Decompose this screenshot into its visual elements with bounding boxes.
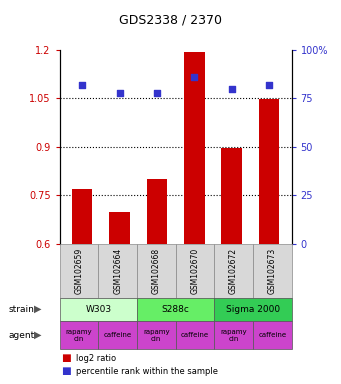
Bar — [72, 189, 92, 244]
Text: Sigma 2000: Sigma 2000 — [226, 305, 280, 314]
Point — [79, 82, 85, 88]
Text: GSM102659: GSM102659 — [74, 248, 84, 294]
Bar — [259, 99, 279, 244]
Bar — [184, 51, 205, 244]
Text: strain: strain — [9, 305, 34, 314]
Text: GSM102670: GSM102670 — [190, 248, 199, 294]
Text: GSM102673: GSM102673 — [268, 248, 277, 294]
Bar — [109, 212, 130, 244]
Point — [229, 86, 235, 92]
Text: caffeine: caffeine — [181, 332, 209, 338]
Text: log2 ratio: log2 ratio — [76, 354, 116, 363]
Point — [154, 89, 160, 96]
Text: GSM102664: GSM102664 — [113, 248, 122, 294]
Text: rapamy
cin: rapamy cin — [220, 329, 247, 341]
Text: GSM102672: GSM102672 — [229, 248, 238, 294]
Text: ■: ■ — [61, 353, 71, 363]
Bar — [221, 149, 242, 244]
Text: ▶: ▶ — [34, 304, 42, 314]
Text: GSM102668: GSM102668 — [152, 248, 161, 294]
Text: GDS2338 / 2370: GDS2338 / 2370 — [119, 13, 222, 26]
Text: caffeine: caffeine — [104, 332, 132, 338]
Point — [192, 74, 197, 80]
Text: caffeine: caffeine — [258, 332, 286, 338]
Point — [266, 82, 272, 88]
Text: rapamy
cin: rapamy cin — [143, 329, 169, 341]
Text: S288c: S288c — [162, 305, 190, 314]
Text: ■: ■ — [61, 366, 71, 376]
Text: percentile rank within the sample: percentile rank within the sample — [76, 367, 218, 376]
Text: agent: agent — [9, 331, 35, 339]
Text: rapamy
cin: rapamy cin — [66, 329, 92, 341]
Bar — [147, 179, 167, 244]
Text: ▶: ▶ — [34, 330, 42, 340]
Text: W303: W303 — [85, 305, 112, 314]
Point — [117, 89, 122, 96]
